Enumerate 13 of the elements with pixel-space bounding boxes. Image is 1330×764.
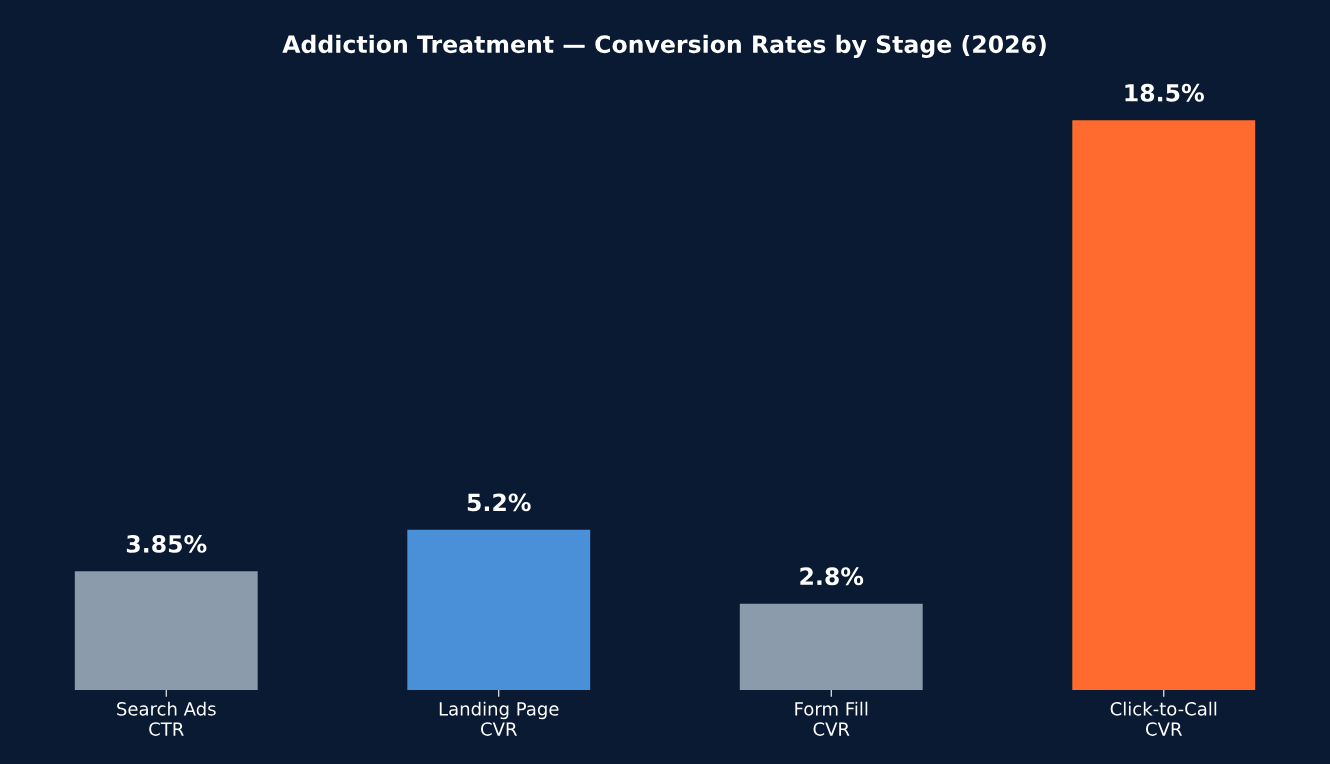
x-tick-label: Form Fill CVR [795, 701, 868, 736]
data-label: 5.2% [467, 493, 531, 512]
x-tick-label: Search Ads CTR [117, 701, 216, 736]
x-tick-label: Click-to-Call CVR [1110, 701, 1217, 736]
bar [739, 603, 923, 690]
data-label: 18.5% [1125, 83, 1204, 102]
bar [74, 571, 258, 690]
data-label: 2.8% [800, 567, 864, 586]
chart-title: Addiction Treatment — Conversion Rates by Stage (2026) [282, 34, 1046, 58]
x-tick-label: Landing Page CVR [439, 701, 559, 736]
bar [1072, 120, 1256, 690]
bar [407, 529, 591, 690]
data-label: 3.85% [126, 535, 207, 553]
